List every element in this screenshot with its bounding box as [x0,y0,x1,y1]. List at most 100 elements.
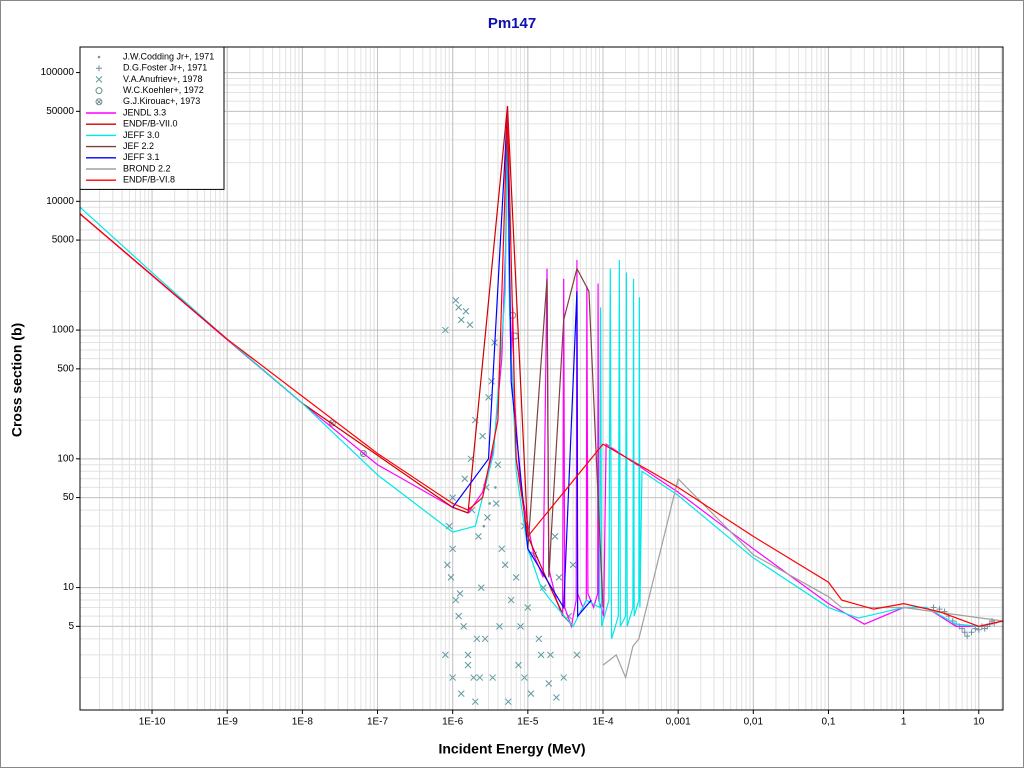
data-point [560,674,568,681]
x-tick-label: 1E-7 [367,717,389,728]
data-point [569,561,577,569]
data-point [456,590,464,597]
data-point [464,661,472,669]
legend-label: D.G.Foster Jr+, 1971 [123,63,207,73]
axes: 1E-10 1E-9 1E-8 1E-7 1E-6 1E-5 1E-4 0,001 0,01 0,… [41,67,985,727]
x-tick-label: 0,01 [744,717,764,728]
data-line [452,111,592,618]
data-point [517,622,524,630]
data-point [449,674,457,681]
y-tick-label: 500 [57,363,74,374]
data-point [442,326,449,334]
data-point [535,635,543,643]
data-point [494,461,502,469]
y-tick-label: 100 [57,453,74,464]
data-point [466,321,474,329]
data-line [80,111,1003,627]
data-point [452,297,460,304]
legend-label: JENDL 3.3 [123,107,166,117]
data-point [460,622,468,630]
data-point [473,635,481,643]
data-point [449,545,457,553]
data-point [975,626,982,633]
x-tick-label: 1 [901,717,907,728]
y-tick-label: 10000 [46,196,74,207]
legend-label: ENDF/B-VI.8 [123,175,175,185]
y-tick-label: 50 [63,492,75,503]
data-point [515,661,522,669]
x-axis-label: Incident Energy (MeV) [438,741,585,757]
data-point [539,584,547,591]
x-tick-label: 1E-8 [292,717,314,728]
x-tick-label: 1E-4 [592,717,614,728]
data-point [504,698,512,706]
data-point [462,307,470,315]
data-point [507,596,515,604]
data-point [457,690,465,698]
x-tick-label: 1E-10 [139,717,166,728]
legend-label: V.A.Anufriev+, 1978 [123,74,202,84]
legend-label: W.C.Koehler+, 1972 [123,85,204,95]
data-line [602,477,1003,680]
data-point [964,633,971,640]
y-tick-label: 5 [68,621,74,632]
data-point [547,651,554,659]
data-point [447,574,455,581]
plot-frame [79,46,1004,711]
data-point [489,674,496,681]
data-point [524,604,532,611]
data-point [477,584,485,591]
data-point [485,394,492,401]
data-point [498,545,506,553]
legend-label: JEF 2.2 [123,141,154,151]
data-point [961,629,968,636]
data-point [494,486,497,489]
data-point [457,316,465,324]
y-tick-label: 1000 [52,325,75,336]
legend-marker [95,98,103,106]
legend-label: J.W.Codding Jr+, 1971 [123,51,214,61]
data-point [521,674,528,681]
data-point [492,500,500,507]
data-point [527,690,535,698]
data-point [461,475,469,483]
legend-marker [96,65,102,72]
data-point [537,651,545,659]
x-tick-label: 10 [973,717,985,728]
data-point [449,494,457,501]
data-point [479,432,486,440]
legend-marker [95,76,103,83]
legend-label: G.J.Kirouac+, 1973 [123,96,200,106]
legend-box [79,46,225,190]
chart-title: Pm147 [488,15,536,32]
legend-label: ENDF/B-VII.0 [123,119,178,129]
data-point [482,524,486,528]
data-point [501,561,509,569]
data-point [481,635,489,643]
data-point [930,604,937,611]
data-point [496,622,503,630]
legend-label: JEFF 3.1 [123,152,160,162]
legend-label: BROND 2.2 [123,163,171,173]
data-point [553,694,560,701]
data-point [475,532,482,540]
data-point [512,574,520,581]
data-point [968,629,975,636]
data-point [545,680,553,687]
legend-marker [97,55,101,59]
x-tick-label: 0,001 [666,717,691,728]
legend-marker [95,87,103,95]
data-point [464,651,472,659]
y-tick-label: 100000 [41,67,75,78]
data-point [555,574,563,581]
y-tick-label: 5000 [52,235,75,246]
data-line [80,123,1003,639]
data-point [452,596,460,604]
data-point [573,651,581,659]
y-tick-label: 10 [63,582,75,593]
legend: J.W.Codding Jr+, 1971 D.G.Foster Jr+, 197… [79,46,225,190]
plot-area [80,105,1003,706]
data-line [80,106,1003,629]
